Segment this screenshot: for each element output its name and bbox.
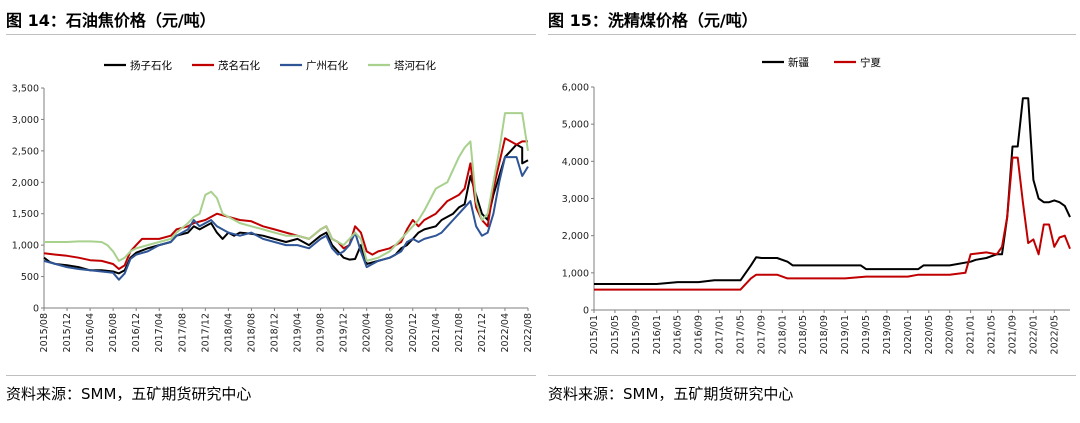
chart1-x-tick-label: 2021/08 (454, 313, 465, 352)
chart1-y-tick-label: 2,500 (12, 146, 39, 157)
chart2-x-tick-label: 2021/01 (966, 315, 977, 354)
chart2-bottom-rule (548, 375, 1076, 376)
chart1-y-tick-label: 0 (33, 304, 39, 315)
chart2-x-tick-label: 2020/05 (924, 315, 935, 354)
chart2-x-tick-label: 2016/05 (673, 315, 684, 354)
chart2-x-tick-label: 2018/01 (777, 315, 788, 354)
chart1-y-tick-label: 3,500 (12, 84, 39, 95)
chart2-y-tick-label: 2,000 (562, 231, 589, 242)
chart1-x-tick-label: 2016/12 (131, 313, 142, 352)
chart1-x-tick-label: 2019/12 (339, 313, 350, 352)
chart1-x-tick-label: 2016/08 (108, 313, 119, 352)
chart1-bottom-rule (6, 375, 536, 376)
chart2-x-tick-label: 2021/05 (987, 315, 998, 354)
chart2-y-tick-label: 0 (583, 306, 589, 317)
chart2-x-tick-label: 2015/01 (589, 315, 600, 354)
chart2-series-line-1 (594, 98, 1070, 284)
chart1-y-tick-label: 3,000 (12, 115, 39, 126)
chart1-source: 资料来源：SMM，五矿期货研究中心 (6, 383, 251, 404)
chart2-x-tick-label: 2020/09 (945, 315, 956, 354)
chart2-source: 资料来源：SMM，五矿期货研究中心 (548, 383, 793, 404)
chart1-series-line-4 (44, 113, 528, 261)
chart2-y-tick-label: 6,000 (562, 83, 589, 94)
chart2-legend-label-1: 新疆 (788, 56, 809, 69)
chart1-x-tick-label: 2018/04 (223, 313, 234, 352)
chart1-x-tick-label: 2020/04 (362, 313, 373, 352)
chart2-x-tick-label: 2017/01 (715, 315, 726, 354)
chart1-x-tick-label: 2017/04 (154, 313, 165, 352)
chart2-x-tick-label: 2022/05 (1049, 315, 1060, 354)
chart1-legend-label-3: 广州石化 (306, 59, 348, 72)
chart1-y-tick-label: 500 (21, 272, 39, 283)
chart1-x-tick-label: 2018/12 (269, 313, 280, 352)
chart1-x-tick-label: 2015/12 (62, 313, 73, 352)
chart2-y-tick-label: 3,000 (562, 194, 589, 205)
chart1-x-tick-label: 2017/08 (177, 313, 188, 352)
chart2-x-tick-label: 2015/09 (631, 315, 642, 354)
chart1-y-tick-label: 1,500 (12, 209, 39, 220)
chart2-x-tick-label: 2019/09 (882, 315, 893, 354)
chart1-legend-label-2: 茂名石化 (218, 59, 260, 72)
chart1-y-tick-label: 2,000 (12, 178, 39, 189)
chart1-x-tick-label: 2021/12 (477, 313, 488, 352)
chart1-x-tick-label: 2018/08 (246, 313, 257, 352)
chart1-x-tick-label: 2019/04 (293, 313, 304, 352)
chart1-x-tick-label: 2021/04 (431, 313, 442, 352)
chart1-legend-label-1: 扬子石化 (130, 59, 172, 72)
chart2-x-tick-label: 2018/05 (798, 315, 809, 354)
chart1-series-line-2 (44, 138, 528, 269)
chart2-x-tick-label: 2015/05 (610, 315, 621, 354)
chart1-x-tick-label: 2015/08 (39, 313, 50, 352)
chart1-x-tick-label: 2020/12 (408, 313, 419, 352)
chart1-x-tick-label: 2019/08 (316, 313, 327, 352)
chart2-x-tick-label: 2016/09 (694, 315, 705, 354)
chart2-y-tick-label: 1,000 (562, 268, 589, 279)
chart2-x-tick-label: 2019/05 (861, 315, 872, 354)
chart1-series-line-3 (44, 157, 528, 280)
chart2-x-tick-label: 2016/01 (652, 315, 663, 354)
chart1-x-tick-label: 2016/04 (85, 313, 96, 352)
chart2-x-tick-label: 2021/09 (1007, 315, 1018, 354)
chart2-x-tick-label: 2022/01 (1028, 315, 1039, 354)
chart2-x-tick-label: 2020/01 (903, 315, 914, 354)
chart2-x-tick-label: 2017/05 (735, 315, 746, 354)
chart1-x-tick-label: 2020/08 (385, 313, 396, 352)
chart2-series-line-2 (594, 158, 1070, 290)
chart2-y-tick-label: 5,000 (562, 120, 589, 131)
chart1-legend-label-4: 塔河石化 (394, 59, 436, 72)
chart2-x-tick-label: 2019/01 (840, 315, 851, 354)
chart2-x-tick-label: 2017/09 (756, 315, 767, 354)
chart1-x-tick-label: 2017/12 (200, 313, 211, 352)
chart2-legend-label-2: 宁夏 (860, 56, 881, 69)
chart1-x-tick-label: 2022/08 (523, 313, 534, 352)
chart2-x-tick-label: 2018/09 (819, 315, 830, 354)
chart1-x-tick-label: 2022/04 (500, 313, 511, 352)
chart2-y-tick-label: 4,000 (562, 157, 589, 168)
chart1-y-tick-label: 1,000 (12, 241, 39, 252)
